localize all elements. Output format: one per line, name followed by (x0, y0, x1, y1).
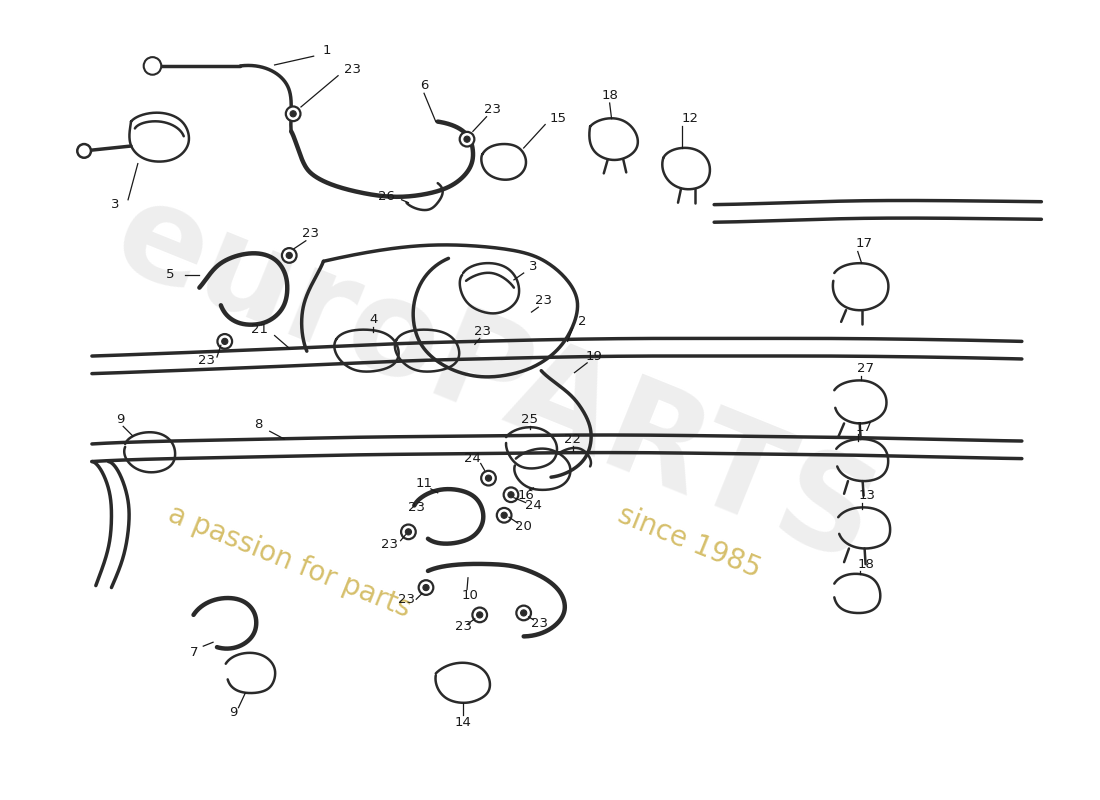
Text: 18: 18 (602, 89, 618, 102)
Circle shape (290, 110, 296, 117)
Circle shape (422, 585, 429, 590)
Circle shape (218, 334, 232, 349)
Text: 23: 23 (382, 538, 398, 551)
Circle shape (476, 612, 483, 618)
Text: 23: 23 (344, 63, 361, 76)
Text: 3: 3 (111, 198, 120, 211)
Circle shape (222, 338, 228, 345)
Text: 3: 3 (529, 260, 538, 273)
Text: 23: 23 (474, 325, 491, 338)
Text: 24: 24 (525, 499, 542, 512)
Text: 23: 23 (454, 620, 472, 633)
Circle shape (282, 248, 297, 262)
Text: 18: 18 (857, 558, 874, 570)
Text: 22: 22 (564, 433, 581, 446)
Circle shape (144, 57, 162, 74)
Text: 9: 9 (230, 706, 238, 719)
Text: 2: 2 (578, 315, 586, 328)
Text: 1: 1 (322, 44, 331, 57)
Text: 17: 17 (855, 238, 872, 250)
Circle shape (402, 525, 416, 539)
Circle shape (405, 529, 411, 535)
Circle shape (497, 508, 512, 522)
Text: 25: 25 (521, 413, 538, 426)
Circle shape (286, 252, 293, 258)
Text: 24: 24 (464, 452, 482, 465)
Text: 23: 23 (408, 501, 425, 514)
Circle shape (460, 132, 474, 146)
Circle shape (504, 487, 518, 502)
Text: 15: 15 (549, 112, 566, 125)
Text: 23: 23 (531, 617, 548, 630)
Circle shape (286, 106, 300, 121)
Text: 16: 16 (517, 490, 535, 502)
Text: 5: 5 (166, 269, 174, 282)
Circle shape (472, 607, 487, 622)
Text: a passion for parts: a passion for parts (164, 500, 415, 622)
Text: euroPARTS: euroPARTS (97, 170, 892, 590)
Text: 12: 12 (681, 112, 698, 125)
Text: 23: 23 (535, 294, 552, 307)
Circle shape (464, 136, 470, 142)
Circle shape (502, 512, 507, 518)
Text: 17: 17 (855, 421, 872, 434)
Text: since 1985: since 1985 (614, 500, 766, 583)
Circle shape (77, 144, 91, 158)
Text: 14: 14 (454, 716, 472, 729)
Text: 6: 6 (420, 79, 428, 92)
Circle shape (481, 471, 496, 486)
Text: 27: 27 (857, 362, 874, 375)
Circle shape (520, 610, 527, 616)
Circle shape (516, 606, 531, 620)
Text: 23: 23 (398, 593, 415, 606)
Circle shape (508, 492, 514, 498)
Text: 9: 9 (117, 413, 124, 426)
Text: 23: 23 (484, 103, 500, 116)
Text: 11: 11 (416, 477, 432, 490)
Text: 26: 26 (378, 190, 395, 203)
Text: 7: 7 (190, 646, 199, 658)
Text: 21: 21 (252, 323, 268, 336)
Text: 20: 20 (515, 521, 532, 534)
Text: 4: 4 (370, 314, 377, 326)
Text: 23: 23 (198, 354, 214, 367)
Text: 13: 13 (859, 490, 876, 502)
Text: 19: 19 (585, 350, 603, 362)
Circle shape (485, 475, 492, 482)
Text: 10: 10 (462, 589, 478, 602)
Text: 23: 23 (302, 227, 319, 241)
Text: 8: 8 (254, 418, 262, 431)
Circle shape (419, 580, 433, 595)
